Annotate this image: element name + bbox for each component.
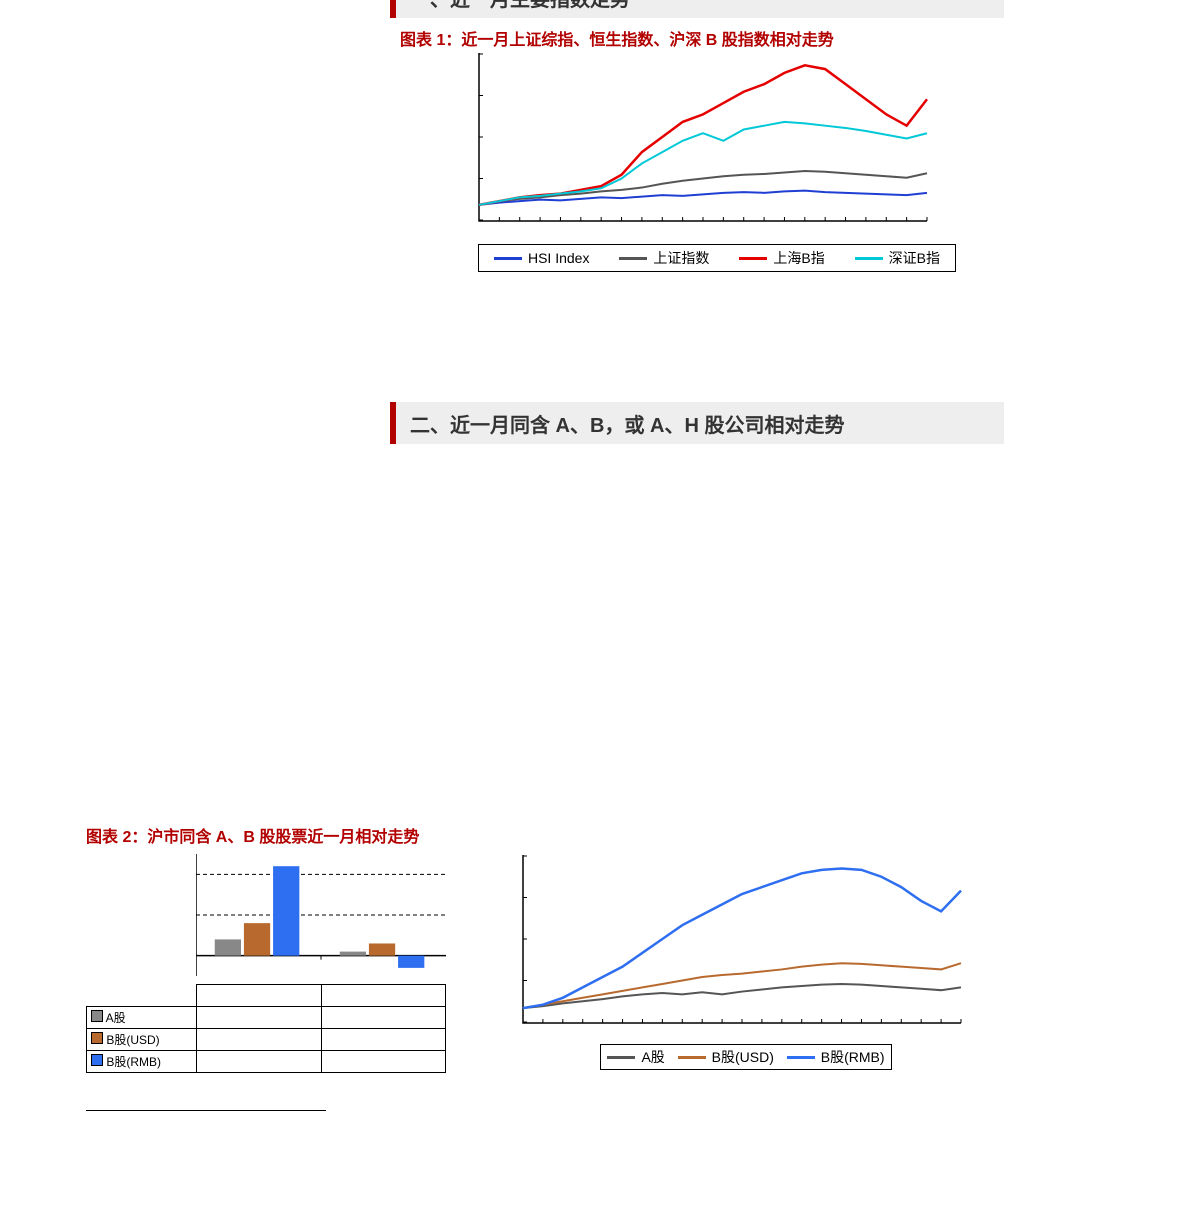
section-1-header: 一、近一月主要指数走势 — [390, 0, 1004, 18]
section-2-header-text: 二、近一月同含 A、B，或 A、H 股公司相对走势 — [410, 409, 844, 438]
row-label: A股 — [106, 1011, 126, 1025]
legend-item: B股(USD) — [678, 1047, 774, 1067]
chart-2-line-plot — [522, 854, 962, 1024]
legend-label: 上证指数 — [653, 248, 709, 268]
table-row: A股 — [87, 1007, 446, 1029]
row-label: B股(RMB) — [106, 1055, 161, 1069]
chart-1-title: 图表 1：近一月上证综指、恒生指数、沪深 B 股指数相对走势 — [400, 26, 834, 50]
table-col-1 — [197, 985, 322, 1007]
legend-label: 上海B指 — [773, 248, 824, 268]
table-row: B股(RMB) — [87, 1051, 446, 1073]
row-label: B股(USD) — [106, 1033, 159, 1047]
section-2-header: 二、近一月同含 A、B，或 A、H 股公司相对走势 — [390, 402, 1004, 444]
chart-2-bar-table: A股 B股(USD) B股(RMB) — [86, 984, 446, 1073]
section-1-header-text: 一、近一月主要指数走势 — [410, 0, 630, 12]
table-header-row — [87, 985, 446, 1007]
chart-2-line-legend: A股 B股(USD) B股(RMB) — [600, 1044, 892, 1070]
footnote-rule — [86, 1110, 326, 1111]
legend-label: B股(RMB) — [821, 1047, 885, 1067]
table-row: B股(USD) — [87, 1029, 446, 1051]
table-col-2 — [321, 985, 446, 1007]
legend-label: A股 — [641, 1047, 664, 1067]
legend-item-hsi: HSI Index — [494, 250, 589, 266]
legend-label: 深证B指 — [889, 248, 940, 268]
chart-1-legend: HSI Index 上证指数 上海B指 深证B指 — [478, 244, 956, 272]
legend-label: B股(USD) — [712, 1047, 774, 1067]
chart-2-bar-plot — [196, 854, 446, 976]
legend-item-shb: 上海B指 — [739, 248, 824, 268]
chart-2-title: 图表 2：沪市同含 A、B 股股票近一月相对走势 — [86, 823, 419, 847]
legend-item: A股 — [607, 1047, 664, 1067]
legend-item: B股(RMB) — [787, 1047, 885, 1067]
legend-label: HSI Index — [528, 250, 589, 266]
chart-1-plot — [478, 52, 928, 222]
legend-item-sse: 上证指数 — [619, 248, 709, 268]
legend-item-szb: 深证B指 — [855, 248, 940, 268]
